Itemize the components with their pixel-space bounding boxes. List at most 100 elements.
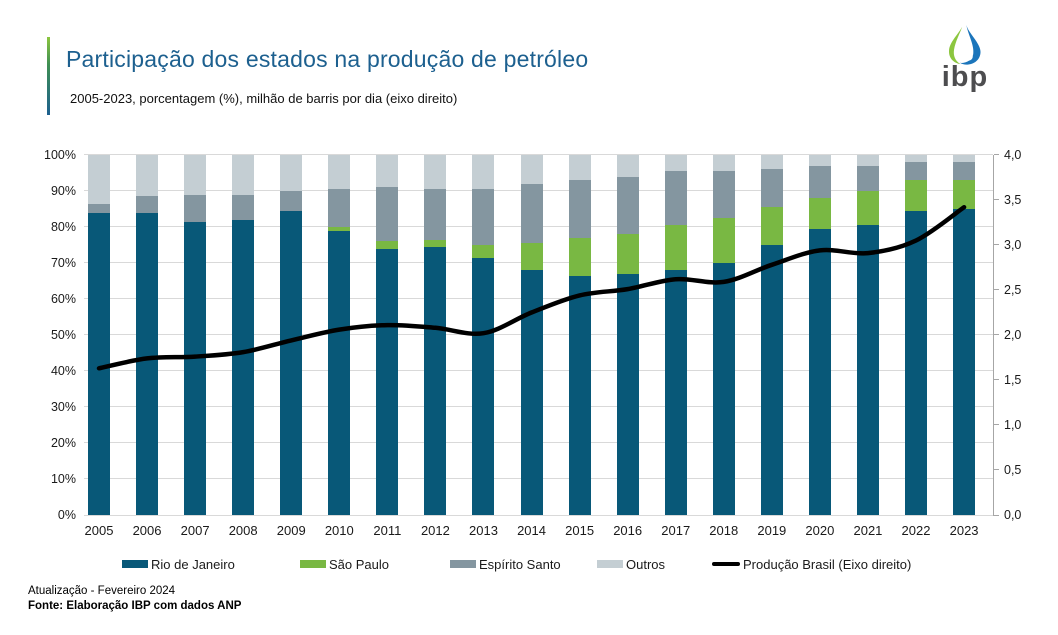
bar-segment-outros (808, 155, 831, 166)
bar-stack-2018 (712, 155, 735, 515)
right-axis-tick-mark (994, 515, 999, 516)
right-axis-tick-label: 1,5 (1004, 372, 1022, 387)
bar-segment-outros (184, 155, 207, 195)
left-axis-tick-label: 90% (50, 183, 76, 198)
bar-segment-rio-de-janeiro (424, 246, 447, 515)
bar-segment-outros (232, 155, 255, 195)
legend-item-rio-de-janeiro: Rio de Janeiro (122, 555, 235, 573)
page-title: Participação dos estados na produção de … (66, 46, 589, 72)
x-axis-year-label: 2007 (180, 523, 210, 538)
bar-segment-rio-de-janeiro (328, 230, 351, 515)
bar-segment-espírito-santo (856, 165, 879, 191)
right-axis-tick-mark (994, 424, 999, 425)
bar-segment-rio-de-janeiro (664, 270, 687, 515)
bar-segment-são-paulo (808, 198, 831, 229)
right-axis-tick-mark (994, 244, 999, 245)
bar-segment-outros (328, 155, 351, 190)
bar-segment-espírito-santo (424, 189, 447, 240)
bar-segment-rio-de-janeiro (760, 245, 783, 515)
bar-segment-são-paulo (664, 225, 687, 271)
x-axis-year-label: 2006 (132, 523, 162, 538)
bar-segment-são-paulo (712, 218, 735, 263)
bar-stack-2019 (760, 155, 783, 515)
bar-segment-outros (712, 155, 735, 172)
x-axis-year-label: 2005 (84, 523, 114, 538)
ibp-logo-text: ibp (941, 61, 989, 93)
bar-segment-são-paulo (376, 241, 399, 249)
x-axis: 2005 2006 2007 2008 2009 2010 2011 2012 2013 2014… (84, 523, 993, 539)
bar-segment-são-paulo (568, 237, 591, 276)
bar-stack-2008 (232, 155, 255, 515)
bar-segment-outros (424, 155, 447, 190)
legend-label: Outros (626, 556, 666, 572)
bar-stack-2010 (328, 155, 351, 515)
bar-segment-outros (856, 155, 879, 166)
legend-label: Rio de Janeiro (151, 556, 235, 572)
ibp-droplet-icon (948, 24, 981, 65)
bar-stack-2017 (664, 155, 687, 515)
x-axis-year-label: 2017 (661, 523, 691, 538)
plot-area (84, 154, 993, 516)
bar-segment-são-paulo (616, 234, 639, 274)
bar-segment-espírito-santo (376, 187, 399, 242)
right-axis-tick-label: 1,0 (1004, 417, 1022, 432)
bar-segment-rio-de-janeiro (953, 209, 976, 515)
x-axis-year-label: 2018 (709, 523, 739, 538)
right-axis-tick-label: 0,0 (1004, 507, 1022, 522)
left-axis-tick-label: 20% (50, 435, 76, 450)
ibp-logo: ibp (920, 24, 1010, 104)
right-axis-tick-mark (994, 199, 999, 200)
bar-segment-outros (472, 155, 495, 190)
bar-segment-espírito-santo (953, 162, 976, 181)
x-axis-year-label: 2011 (373, 523, 402, 538)
bar-segment-são-paulo (905, 180, 928, 211)
bar-segment-espírito-santo (88, 203, 110, 213)
right-axis-tick-mark (994, 469, 999, 470)
legend-swatch (122, 560, 148, 568)
bar-segment-outros (520, 155, 543, 184)
bar-segment-são-paulo (424, 239, 447, 247)
bar-stack-2011 (376, 155, 399, 515)
bar-segment-espírito-santo (616, 176, 639, 235)
bar-segment-espírito-santo (328, 189, 351, 227)
bar-stack-2022 (905, 155, 928, 515)
bar-stack-2007 (184, 155, 207, 515)
bar-stack-2014 (520, 155, 543, 515)
right-axis: 0,0 0,5 1,0 1,5 2,0 2,5 3,0 3,5 4,0 (1004, 148, 1054, 522)
footer-updated-text: Atualização - Fevereiro 2024 (28, 585, 176, 597)
bar-segment-são-paulo (472, 245, 495, 258)
bar-segment-espírito-santo (568, 180, 591, 238)
bar-segment-espírito-santo (712, 171, 735, 218)
bar-stack-2012 (424, 155, 447, 515)
right-axis-tick-mark (994, 289, 999, 290)
x-axis-year-label: 2010 (324, 523, 354, 538)
bar-segment-espírito-santo (472, 189, 495, 245)
right-axis-tick-label: 0,5 (1004, 462, 1022, 477)
bar-stack-2021 (856, 155, 879, 515)
left-axis-tick-label: 0% (57, 507, 76, 522)
bar-stack-2013 (472, 155, 495, 515)
x-axis-year-label: 2021 (853, 523, 883, 538)
bar-segment-espírito-santo (760, 169, 783, 208)
x-axis-year-label: 2009 (276, 523, 306, 538)
legend-item-são-paulo: São Paulo (300, 555, 389, 573)
bar-segment-rio-de-janeiro (568, 275, 591, 515)
right-axis-tick-label: 2,5 (1004, 282, 1022, 297)
bar-segment-são-paulo (856, 191, 879, 226)
left-axis-tick-label: 70% (50, 255, 76, 270)
x-axis-year-label: 2019 (757, 523, 787, 538)
legend-label: Espírito Santo (479, 556, 561, 572)
x-axis-year-label: 2014 (517, 523, 546, 538)
bar-segment-outros (664, 155, 687, 172)
x-axis-year-label: 2013 (469, 523, 498, 538)
bar-segment-rio-de-janeiro (808, 228, 831, 515)
left-axis-tick-label: 30% (50, 399, 76, 414)
left-axis-tick-label: 40% (50, 363, 76, 378)
bar-stack-2005 (88, 155, 110, 515)
right-axis-tick-label: 2,0 (1004, 327, 1022, 342)
bar-segment-espírito-santo (136, 196, 159, 213)
left-axis-tick-label: 10% (50, 471, 76, 486)
left-axis: 0% 10% 20% 30% 40% 50% 60% 70% 80% 90% 100% (0, 148, 76, 522)
x-axis-year-label: 2016 (613, 523, 643, 538)
x-axis-year-label: 2015 (565, 523, 595, 538)
